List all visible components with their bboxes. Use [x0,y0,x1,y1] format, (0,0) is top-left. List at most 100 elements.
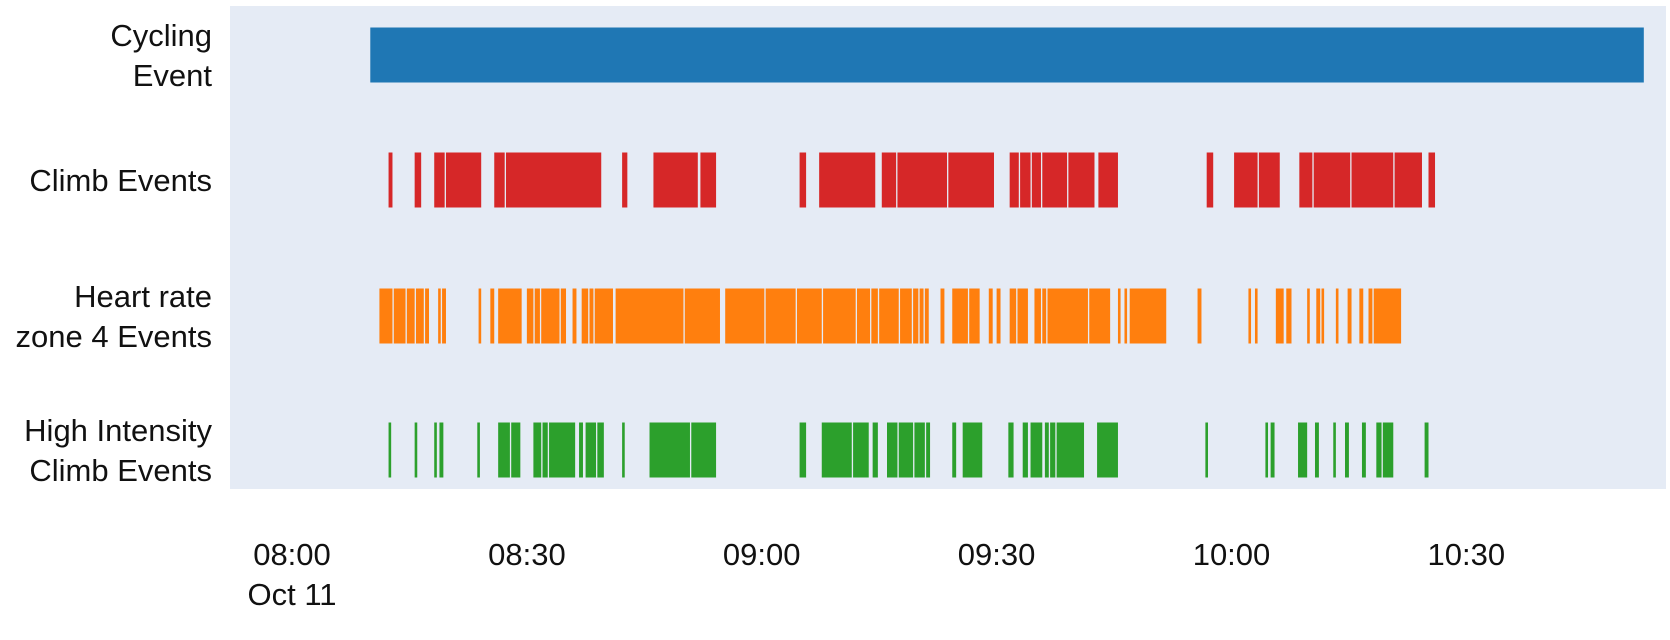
row-labels: Cycling Event Climb Events Heart rate zone 4… [16,18,213,488]
series-3-bars [388,422,1429,478]
series-2-interval-56 [1368,288,1373,344]
series-3-interval-28 [1030,422,1043,478]
series-2-interval-49 [1286,288,1292,344]
series-2-interval-44 [1129,288,1167,344]
series-3-interval-8 [542,422,548,478]
series-2-bars [379,288,1402,344]
series-3-interval-21 [898,422,914,478]
series-1-interval-20 [1206,152,1214,208]
series-1-bars [388,152,1436,208]
series-3-interval-17 [821,422,852,478]
event-bars [370,27,1644,478]
row-label-0-line-1: Event [133,58,213,93]
series-2-interval-38 [1034,288,1041,344]
series-1-interval-18 [1068,152,1095,208]
series-1-interval-24 [1313,152,1351,208]
series-3-interval-37 [1314,422,1319,478]
series-3-interval-5 [498,422,510,478]
series-3-interval-24 [952,422,957,478]
x-tick-sublabel-0: Oct 11 [247,577,336,612]
series-2-interval-57 [1373,288,1402,344]
series-3-interval-34 [1265,422,1269,478]
series-1-interval-15 [1020,152,1031,208]
series-1-interval-13 [948,152,994,208]
series-2-interval-20 [725,288,765,344]
series-2-interval-39 [1042,288,1047,344]
series-2-interval-50 [1307,288,1310,344]
series-2-interval-29 [919,288,924,344]
series-2-interval-54 [1347,288,1352,344]
series-0-interval-0 [370,27,1644,83]
series-3-interval-26 [1008,422,1014,478]
series-3-interval-40 [1361,422,1366,478]
series-3-interval-11 [585,422,597,478]
series-3-interval-18 [853,422,869,478]
series-2-interval-8 [490,288,495,344]
series-1-interval-22 [1258,152,1280,208]
series-2-interval-13 [560,288,567,344]
series-2-interval-15 [581,288,589,344]
series-1-interval-7 [653,152,698,208]
series-2-interval-21 [765,288,796,344]
series-1-interval-9 [799,152,807,208]
x-tick-label-1: 08:30 [488,537,566,572]
row-label-3-line-1: Climb Events [29,453,212,488]
series-3-interval-23 [926,422,931,478]
series-2-interval-52 [1321,288,1325,344]
series-2-interval-42 [1117,288,1121,344]
series-2-interval-3 [415,288,424,344]
series-2-interval-11 [534,288,540,344]
series-2-interval-0 [379,288,393,344]
series-3-interval-7 [533,422,542,478]
row-label-2-line-0: Heart rate [74,279,212,314]
series-2-interval-43 [1124,288,1128,344]
series-3-interval-30 [1050,422,1056,478]
series-2-interval-27 [900,288,912,344]
series-2-interval-23 [823,288,856,344]
series-2-interval-51 [1316,288,1321,344]
series-2-interval-30 [924,288,929,344]
series-2-interval-28 [913,288,919,344]
series-3-interval-41 [1376,422,1382,478]
series-1-interval-17 [1042,152,1068,208]
series-2-interval-22 [796,288,822,344]
series-1-interval-16 [1031,152,1041,208]
series-3-interval-2 [434,422,437,478]
series-3-interval-15 [691,422,717,478]
x-tick-label-5: 10:30 [1428,537,1506,572]
series-2-interval-17 [594,288,613,344]
x-axis-tick-labels: 08:00 Oct 11 08:30 09:00 09:30 10:00 10:30 [247,537,1505,612]
series-3-interval-6 [511,422,521,478]
row-label-0: Cycling Event [110,18,212,93]
series-3-interval-25 [962,422,983,478]
series-3-interval-36 [1298,422,1308,478]
series-3-interval-32 [1097,422,1118,478]
series-3-interval-27 [1022,422,1028,478]
series-2-interval-40 [1047,288,1088,344]
series-3-interval-42 [1382,422,1394,478]
series-2-interval-9 [498,288,522,344]
series-1-interval-25 [1351,152,1394,208]
series-3-interval-22 [914,422,925,478]
series-3-interval-16 [799,422,807,478]
series-1-interval-10 [819,152,876,208]
series-3-interval-43 [1424,422,1429,478]
series-3-interval-29 [1044,422,1049,478]
series-3-interval-35 [1270,422,1275,478]
series-1-interval-14 [1009,152,1019,208]
series-3-interval-0 [388,422,392,478]
series-1-interval-19 [1098,152,1118,208]
series-3-interval-1 [414,422,418,478]
x-tick-label-3: 09:30 [958,537,1036,572]
series-1-interval-3 [445,152,482,208]
series-2-interval-55 [1359,288,1364,344]
series-1-interval-11 [881,152,897,208]
series-2-interval-31 [940,288,945,344]
x-tick-label-2: 09:00 [723,537,801,572]
series-1-interval-5 [505,152,602,208]
series-2-interval-41 [1089,288,1111,344]
x-tick-label-0: 08:00 [253,537,331,572]
series-3-interval-39 [1345,422,1349,478]
row-label-3-line-0: High Intensity [24,413,212,448]
